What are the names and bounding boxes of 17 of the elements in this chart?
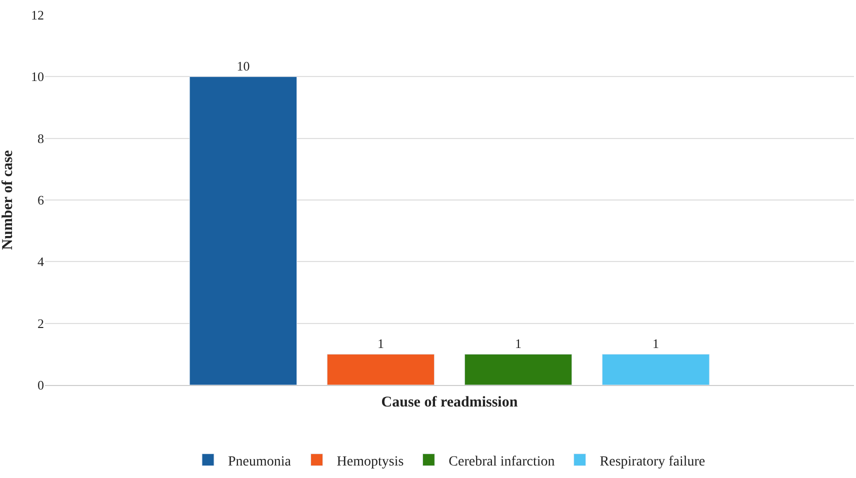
data-label: 10 bbox=[236, 58, 250, 74]
y-tick-label: 4 bbox=[38, 254, 44, 270]
legend-label: Hemoptysis bbox=[336, 454, 404, 470]
y-tick-label: 0 bbox=[38, 378, 44, 393]
y-tick-label: 2 bbox=[38, 316, 44, 331]
y-axis-title: Number of case bbox=[0, 150, 16, 250]
y-tick-label: 8 bbox=[38, 130, 44, 146]
data-label: 1 bbox=[652, 336, 660, 352]
legend-label: Cerebral infarction bbox=[448, 454, 555, 470]
y-tick-label: 6 bbox=[38, 192, 44, 208]
legend-label: Pneumonia bbox=[228, 454, 292, 470]
data-label: 1 bbox=[515, 336, 522, 352]
x-axis-title: Cause of readmission bbox=[381, 394, 518, 411]
y-tick-label: 10 bbox=[31, 69, 44, 84]
legend-label: Respiratory failure bbox=[600, 454, 706, 470]
data-label: 1 bbox=[377, 336, 384, 352]
y-tick-label: 12 bbox=[31, 8, 44, 23]
